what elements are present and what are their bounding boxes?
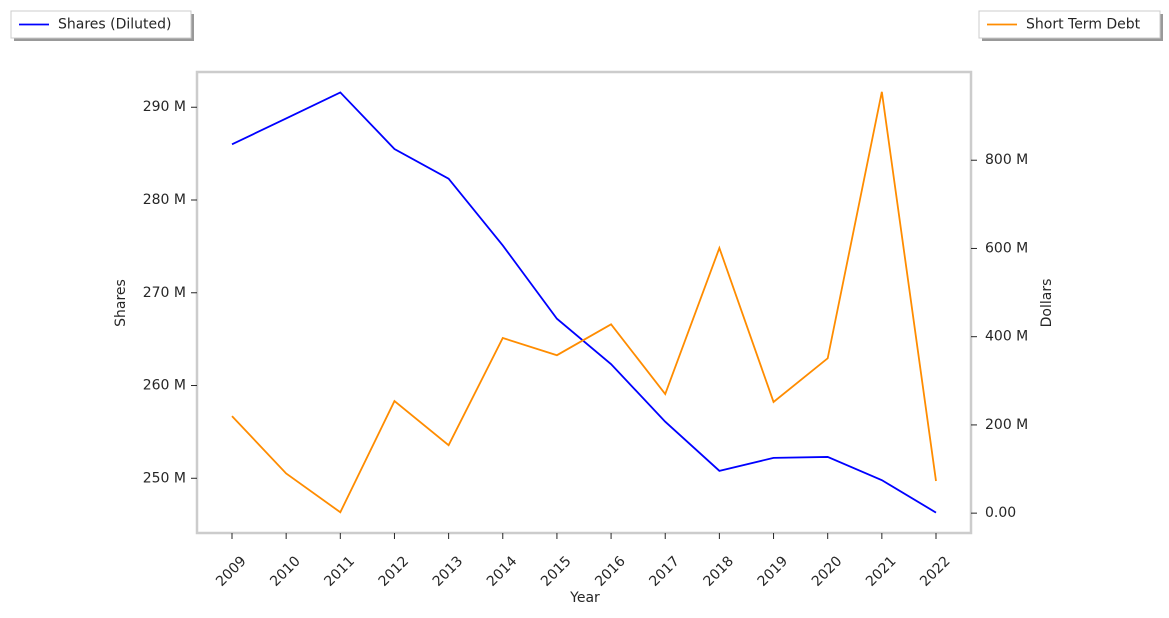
x-tick-label: 2013 xyxy=(430,553,467,590)
y-tick-label: 280 M xyxy=(143,192,186,208)
x-tick-label: 2010 xyxy=(267,553,304,590)
x-tick-label: 2019 xyxy=(755,553,792,590)
x-tick-label: 2015 xyxy=(538,553,575,590)
y2-tick-label: 0.00 xyxy=(985,505,1016,521)
x-axis-label: Year xyxy=(569,590,600,606)
y2-tick-label: 200 M xyxy=(985,417,1028,433)
x-tick-label: 2021 xyxy=(863,553,900,590)
x-tick-label: 2009 xyxy=(213,553,250,590)
x-tick-label: 2014 xyxy=(484,553,521,590)
x-tick-label: 2022 xyxy=(917,553,954,590)
legend-box xyxy=(978,10,1161,39)
x-tick-label: 2011 xyxy=(321,553,358,590)
x-tick-label: 2016 xyxy=(592,553,629,590)
legend: Shares (Diluted) xyxy=(10,10,194,41)
y-tick-label: 250 M xyxy=(143,470,186,486)
x-tick-label: 2020 xyxy=(809,553,846,590)
x-tick-label: 2012 xyxy=(376,553,413,590)
plot-frame xyxy=(195,70,973,535)
legend-label: Short Term Debt xyxy=(1026,17,1141,33)
y-tick-label: 260 M xyxy=(143,378,186,394)
y2-tick-label: 400 M xyxy=(985,329,1028,345)
legend: Short Term Debt xyxy=(978,10,1163,41)
x-tick-label: 2017 xyxy=(646,553,683,590)
y2-tick-label: 600 M xyxy=(985,240,1028,256)
series-line xyxy=(231,91,937,514)
y-tick-label: 290 M xyxy=(143,99,186,115)
legend-label: Shares (Diluted) xyxy=(58,17,172,33)
y-axis-label: Shares xyxy=(113,279,129,327)
series-line xyxy=(231,91,937,514)
y-tick-label: 270 M xyxy=(143,285,186,301)
y2-tick-label: 800 M xyxy=(985,152,1028,168)
x-tick-label: 2018 xyxy=(701,553,738,590)
y2-axis-label: Dollars xyxy=(1039,279,1055,328)
